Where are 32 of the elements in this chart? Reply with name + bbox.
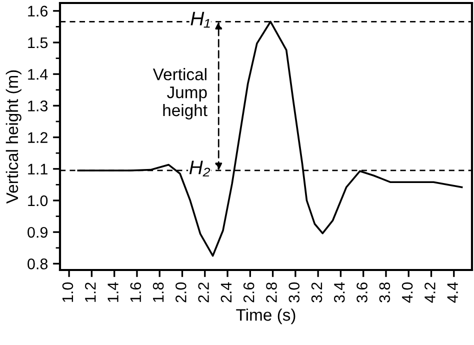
y-tick-label: 1.6 [28,6,48,17]
x-tick-label: 2.6 [243,282,254,302]
x-axis-title: Time (s) [236,308,296,324]
x-tick-label: 1.0 [62,282,74,302]
y-tick-label: 1.0 [28,195,48,206]
ref-line-label: H₂ [189,160,210,176]
x-tick-label: 1.4 [108,282,118,302]
y-axis-title: Vertical height (m) [6,70,22,204]
annotation: Vertical Jump height [152,68,208,120]
x-tick-label: 4.2 [424,282,436,303]
x-tick-label: 3.0 [288,282,300,302]
y-tick-label: 1.2 [28,132,48,143]
x-tick-label: 4.0 [402,282,413,303]
x-tick-label: 3.6 [356,282,368,302]
y-tick-label: 0.9 [28,226,48,238]
x-tick-label: 2.8 [266,282,277,302]
x-tick-label: 2.0 [176,282,186,302]
x-tick-label: 2.2 [198,282,209,302]
ref-line-label: H₁ [190,12,210,28]
x-tick-label: 2.4 [220,282,232,302]
y-tick-label: 1.3 [28,100,48,112]
y-tick-label: 1.1 [28,164,48,174]
y-tick-label: 1.5 [28,38,48,48]
x-tick-label: 1.8 [152,282,164,302]
x-tick-label: 1.6 [130,282,142,302]
x-tick-label: 3.4 [334,282,345,302]
y-tick-label: 0.8 [28,258,48,270]
x-tick-label: 3.2 [311,282,322,302]
x-tick-label: 4.4 [447,282,458,303]
x-tick-label: 3.8 [379,282,390,302]
y-tick-label: 1.4 [28,69,48,80]
x-tick-label: 1.2 [84,282,96,302]
